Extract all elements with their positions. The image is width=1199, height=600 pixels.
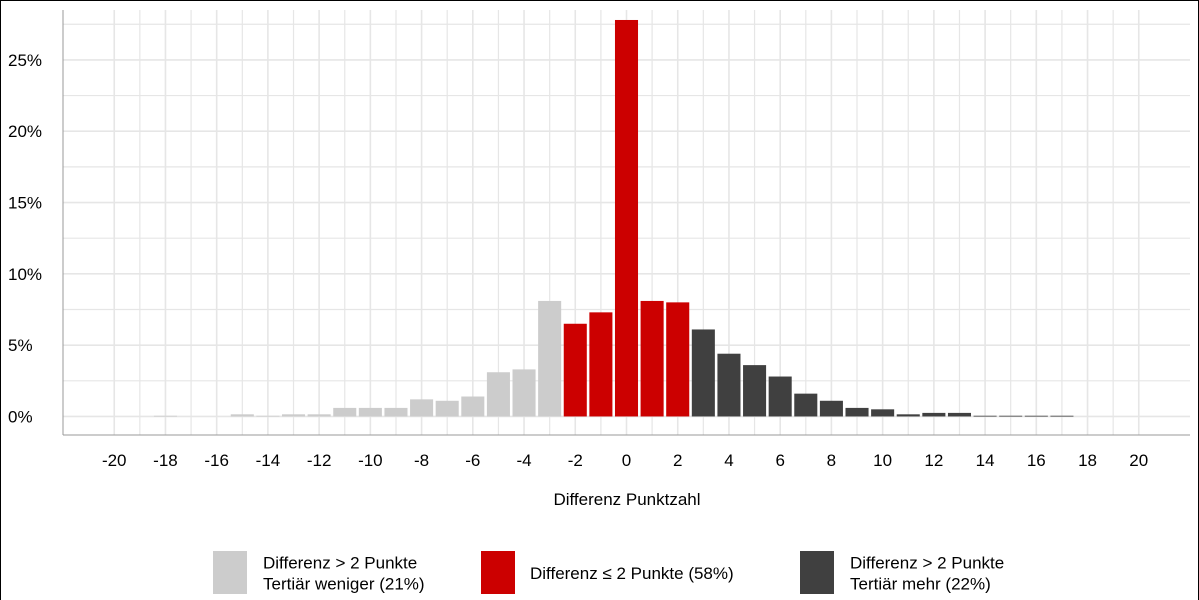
x-tick-label: -8 <box>414 451 429 470</box>
legend-item-mehr: Differenz > 2 Punkte Tertiär mehr (22%) <box>800 551 1004 594</box>
bar-mehr-17 <box>1050 415 1074 417</box>
x-tick-label: 6 <box>775 451 784 470</box>
x-tick-label: -2 <box>568 451 583 470</box>
legend-key-weniger <box>213 551 247 594</box>
legend-label: Tertiär weniger (21%) <box>263 575 425 594</box>
x-tick-label: 8 <box>827 451 836 470</box>
y-tick-label: 15% <box>8 194 42 213</box>
bar-mehr-14 <box>973 415 997 417</box>
bar-weniger--12 <box>307 414 331 417</box>
legend: Differenz > 2 Punkte Tertiär weniger (21%… <box>213 551 1004 594</box>
bar-mehr-16 <box>1024 415 1048 417</box>
bar-weniger--15 <box>230 414 254 417</box>
x-tick-label: -12 <box>307 451 332 470</box>
legend-item-weniger: Differenz > 2 Punkte Tertiär weniger (21%… <box>213 551 425 594</box>
x-tick-label: -14 <box>256 451 281 470</box>
x-tick-label: 10 <box>873 451 892 470</box>
bar-weniger--4 <box>512 369 536 417</box>
bar-weniger--7 <box>435 400 459 417</box>
x-tick-label: -4 <box>516 451 531 470</box>
bar-weniger--11 <box>333 407 357 417</box>
legend-label: Tertiär mehr (22%) <box>850 575 991 594</box>
bar-mehr-11 <box>896 414 920 417</box>
bar-gleich--1 <box>589 312 613 417</box>
legend-key-gleich <box>481 551 515 594</box>
x-tick-label: 4 <box>724 451 733 470</box>
x-tick-label: 16 <box>1027 451 1046 470</box>
bar-weniger--3 <box>538 300 562 417</box>
x-tick-label: -16 <box>204 451 229 470</box>
bar-gleich-2 <box>666 302 690 417</box>
x-tick-label: 12 <box>924 451 943 470</box>
bar-gleich-1 <box>640 300 664 417</box>
bar-gleich--2 <box>563 323 587 417</box>
y-axis-ticks: 0% 5% 10% 15% 20% 25% <box>8 51 42 427</box>
legend-item-gleich: Differenz ≤ 2 Punkte (58%) <box>481 551 734 594</box>
bar-weniger--8 <box>410 399 434 417</box>
bar-mehr-7 <box>794 393 818 417</box>
x-tick-label: -18 <box>153 451 178 470</box>
bar-weniger--9 <box>384 407 408 417</box>
legend-label: Differenz > 2 Punkte <box>263 554 417 573</box>
bar-weniger--14 <box>256 415 280 417</box>
y-tick-label: 0% <box>8 407 33 426</box>
bar-weniger--10 <box>358 407 382 417</box>
legend-key-mehr <box>800 551 834 594</box>
bar-mehr-10 <box>871 409 895 417</box>
bar-mehr-4 <box>717 353 741 417</box>
y-tick-label: 5% <box>8 336 33 355</box>
bar-mehr-15 <box>999 415 1023 417</box>
x-tick-label: 2 <box>673 451 682 470</box>
bar-mehr-5 <box>743 365 767 417</box>
bar-mehr-8 <box>819 400 843 417</box>
bar-weniger--13 <box>281 414 306 417</box>
bar-weniger--5 <box>486 372 510 417</box>
x-axis-ticks: -20 -18 -16 -14 -12 -10 -8 -6 -4 -2 0 2 4 6 8 10 12 14 16 1… <box>102 451 1148 470</box>
legend-label: Differenz > 2 Punkte <box>850 554 1004 573</box>
y-tick-label: 20% <box>8 122 42 141</box>
x-axis-title: Differenz Punktzahl <box>553 490 700 509</box>
x-tick-label: 0 <box>622 451 631 470</box>
bar-mehr-3 <box>691 329 715 417</box>
bars <box>153 19 1074 417</box>
bar-mehr-6 <box>768 376 792 417</box>
x-tick-label: -6 <box>465 451 480 470</box>
bar-mehr-12 <box>922 412 946 417</box>
x-tick-label: -10 <box>358 451 383 470</box>
y-tick-label: 10% <box>8 265 42 284</box>
x-tick-label: 14 <box>976 451 995 470</box>
bar-weniger--18 <box>153 415 177 417</box>
bar-gleich-0 <box>614 19 639 417</box>
x-tick-label: 18 <box>1078 451 1097 470</box>
bar-mehr-13 <box>947 412 972 417</box>
x-tick-label: -20 <box>102 451 127 470</box>
x-tick-label: 20 <box>1129 451 1148 470</box>
legend-label: Differenz ≤ 2 Punkte (58%) <box>530 564 734 583</box>
bar-mehr-9 <box>845 407 869 417</box>
bar-weniger--6 <box>461 396 485 417</box>
y-tick-label: 25% <box>8 51 42 70</box>
